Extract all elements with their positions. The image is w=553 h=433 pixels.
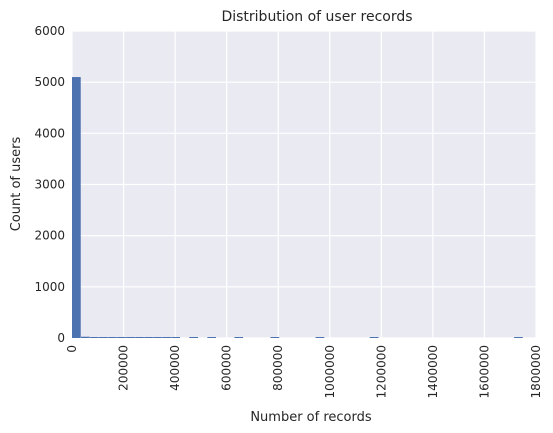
histogram-bar [90,337,99,338]
y-tick-label: 0 [57,331,65,345]
histogram-bar [207,337,217,338]
histogram-bar [72,77,81,339]
histogram-bar [81,336,90,338]
histogram-bar [117,337,126,338]
y-tick-label: 3000 [34,178,65,192]
x-tick-label: 200000 [117,345,131,391]
y-axis-ticks: 0 1000 2000 3000 4000 5000 6000 [34,24,65,345]
y-tick-label: 5000 [34,75,65,89]
histogram-bar [234,337,244,338]
histogram-bar [162,337,171,338]
histogram-bar [144,337,153,338]
x-tick-label: 400000 [168,345,182,391]
x-tick-label: 600000 [220,345,234,391]
x-tick-label: 1800000 [529,345,543,398]
y-tick-label: 6000 [34,24,65,38]
histogram-bar [369,337,379,338]
histogram-bar [135,337,144,338]
y-axis-label: Count of users [9,137,24,232]
x-tick-label: 1000000 [323,345,337,398]
y-tick-label: 2000 [34,229,65,243]
y-tick-label: 4000 [34,126,65,140]
x-tick-label: 1600000 [477,345,491,398]
x-tick-label: 0 [65,345,79,353]
x-tick-label: 800000 [271,345,285,391]
grid-lines [71,30,537,339]
histogram-bar [108,337,117,338]
histogram-bar [189,337,199,338]
histogram-bar [270,337,280,338]
histogram-bar [126,337,135,338]
histogram-bar [99,337,108,338]
x-tick-label: 1200000 [374,345,388,398]
histogram-bar [153,337,162,338]
histogram-bars [72,77,523,339]
chart-title: Distribution of user records [221,9,412,25]
x-axis-label: Number of records [250,410,372,425]
histogram-bar [514,337,523,338]
x-tick-label: 1400000 [426,345,440,398]
histogram-bar [171,337,180,338]
x-axis-ticks: 0 200000 400000 600000 800000 1000000 1200000 1… [65,345,543,398]
y-tick-label: 1000 [34,280,65,294]
histogram-bar [315,337,325,338]
